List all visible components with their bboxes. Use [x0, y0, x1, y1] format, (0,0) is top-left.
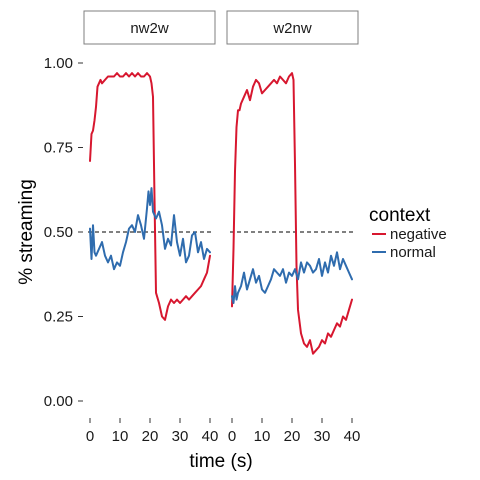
y-axis-title: % streaming — [16, 179, 37, 285]
x-tick-label: 40 — [344, 428, 361, 445]
x-tick-label: 30 — [172, 428, 189, 445]
legend-title: context — [369, 205, 431, 226]
x-tick-label: 0 — [228, 428, 236, 445]
facet-label-nw2w: nw2w — [130, 20, 169, 37]
x-tick-label: 20 — [284, 428, 301, 445]
y-tick-label: 1.00 — [44, 55, 73, 72]
series-line-normal — [231, 251, 353, 304]
panel-w2nw — [231, 72, 353, 355]
y-tick-label: 0.25 — [44, 309, 73, 326]
y-tick-label: 0.00 — [44, 393, 73, 410]
x-tick-label: 0 — [86, 428, 94, 445]
y-tick-label: 0.75 — [44, 140, 73, 157]
x-tick-label: 30 — [314, 428, 331, 445]
x-axis-nw2w: 0 10 20 30 40 — [86, 418, 219, 445]
y-tick-label: 0.50 — [44, 224, 73, 241]
legend-label-normal: normal — [390, 244, 436, 261]
facet-strip-nw2w-bg — [83, 10, 216, 45]
panel-nw2w — [89, 72, 211, 321]
legend: context negative normal — [369, 205, 447, 261]
facet-strip-w2nw-bg — [226, 10, 359, 45]
series-line-negative — [89, 72, 211, 321]
facet-label-w2nw: w2nw — [272, 20, 312, 37]
x-tick-label: 20 — [142, 428, 159, 445]
x-tick-label: 40 — [202, 428, 219, 445]
x-tick-label: 10 — [112, 428, 129, 445]
facet-strip-w2nw: w2nw — [226, 10, 359, 45]
legend-label-negative: negative — [390, 226, 447, 243]
x-tick-label: 10 — [254, 428, 271, 445]
x-axis-title: time (s) — [189, 451, 252, 472]
series-line-negative — [231, 72, 353, 355]
series-line-normal — [89, 187, 211, 271]
x-axis-w2nw: 0 10 20 30 40 — [228, 418, 361, 445]
y-axis: 0.00 0.25 0.50 0.75 1.00 — [44, 55, 83, 410]
facet-strip-nw2w: nw2w — [83, 10, 216, 45]
